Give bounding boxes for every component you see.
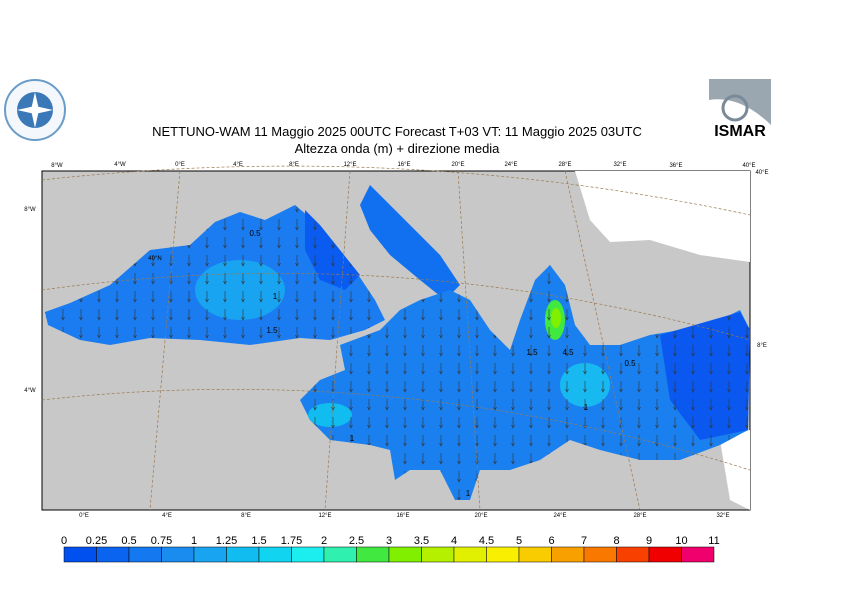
colorbar-label: 3.5 (414, 535, 429, 547)
colorbar-label: 2.5 (349, 535, 364, 547)
colorbar-swatch (421, 546, 455, 563)
colorbar-label: 0.25 (86, 535, 107, 547)
colorbar-swatch (453, 546, 487, 563)
colorbar-label: 1.25 (216, 535, 237, 547)
colorbar-label: 2 (321, 535, 327, 547)
contour-label: 1 (273, 292, 278, 301)
colorbar-swatch (193, 546, 227, 563)
colorbar-swatch (616, 546, 650, 563)
colorbar-label: 8 (613, 535, 619, 547)
colorbar-label: 0.75 (151, 535, 172, 547)
colorbar-label: 1.5 (251, 535, 266, 547)
colorbar-swatch (291, 546, 325, 563)
graticule-label: 32°E (716, 513, 729, 519)
colorbar-label: 1 (191, 535, 197, 547)
colorbar-swatch (518, 546, 552, 563)
colorbar-label: 7 (581, 535, 587, 547)
contour-label: 1.5 (526, 348, 538, 357)
colorbar-swatch (583, 546, 617, 563)
graticule-label: 20°E (451, 162, 464, 168)
colorbar-label: 1.75 (281, 535, 302, 547)
graticule-label: 36°E (669, 163, 682, 169)
graticule-label: 8°W (51, 163, 63, 169)
colorbar-swatch (96, 546, 130, 563)
graticule-label: 32°E (613, 162, 626, 168)
colorbar-swatch (356, 546, 390, 563)
colorbar-label: 5 (516, 535, 522, 547)
colorbar-swatch (648, 546, 682, 563)
logo-right: ISMAR (709, 79, 771, 141)
graticule-label: 28°E (558, 162, 571, 168)
colorbar-swatch (258, 546, 292, 563)
graticule-label: 4°E (162, 513, 172, 519)
colorbar-label: 11 (708, 535, 719, 547)
graticule-label: 4°W (114, 162, 126, 168)
colorbar-swatch (128, 546, 162, 563)
graticule-label: 0°E (175, 162, 185, 168)
graticule-label: 8°E (289, 162, 299, 168)
graticule-label: 8°W (24, 207, 36, 213)
colorbar-label: 10 (675, 535, 687, 547)
colorbar-swatch (323, 546, 357, 563)
colorbar-swatch (486, 546, 520, 563)
graticule-label: 24°E (553, 513, 566, 519)
colorbar-label: 3 (386, 535, 392, 547)
logo-left (4, 79, 66, 141)
graticule-label: 24°E (504, 162, 517, 168)
colorbar-swatch (388, 546, 422, 563)
contour-label: 1 (466, 489, 471, 498)
graticule-label: 8°E (757, 343, 767, 349)
contour-label: 0.5 (624, 359, 636, 368)
graticule-label: 40°N (148, 256, 161, 262)
colorbar-swatch (63, 546, 97, 563)
contour-label: 4.5 (562, 348, 574, 357)
logo-text: ISMAR (714, 123, 766, 140)
colorbar-label: 4.5 (479, 535, 494, 547)
contour-label: 1.5 (266, 326, 278, 335)
colorbar-label: 0.5 (121, 535, 136, 547)
graticule-label: 40°E (742, 163, 755, 169)
map (41, 165, 751, 511)
colorbar-swatch (681, 546, 715, 563)
graticule-label: 20°E (474, 513, 487, 519)
contour-label: 0.5 (249, 229, 261, 238)
colorbar-label: 4 (451, 535, 457, 547)
colorbar-label: 9 (646, 535, 652, 547)
graticule-label: 12°E (318, 513, 331, 519)
graticule-label: 0°E (79, 513, 89, 519)
colorbar-swatch (161, 546, 195, 563)
contour-label: 1 (584, 403, 589, 412)
colorbar-swatch (226, 546, 260, 563)
graticule-label: 40°E (755, 170, 768, 176)
graticule-label: 4°E (233, 162, 243, 168)
graticule-label: 28°E (633, 513, 646, 519)
subtitle: Altezza onda (m) + direzione media (295, 141, 501, 156)
graticule-label: 16°E (397, 162, 410, 168)
graticule-label: 12°E (343, 162, 356, 168)
colorbar-label: 6 (548, 535, 554, 547)
graticule-label: 4°W (24, 388, 36, 394)
graticule-label: 8°E (241, 513, 251, 519)
colorbar-swatch (551, 546, 585, 563)
title: NETTUNO-WAM 11 Maggio 2025 00UTC Forecas… (152, 124, 642, 139)
contour-label: 1 (350, 434, 355, 443)
colorbar-label: 0 (61, 535, 67, 547)
graticule-label: 16°E (396, 513, 409, 519)
